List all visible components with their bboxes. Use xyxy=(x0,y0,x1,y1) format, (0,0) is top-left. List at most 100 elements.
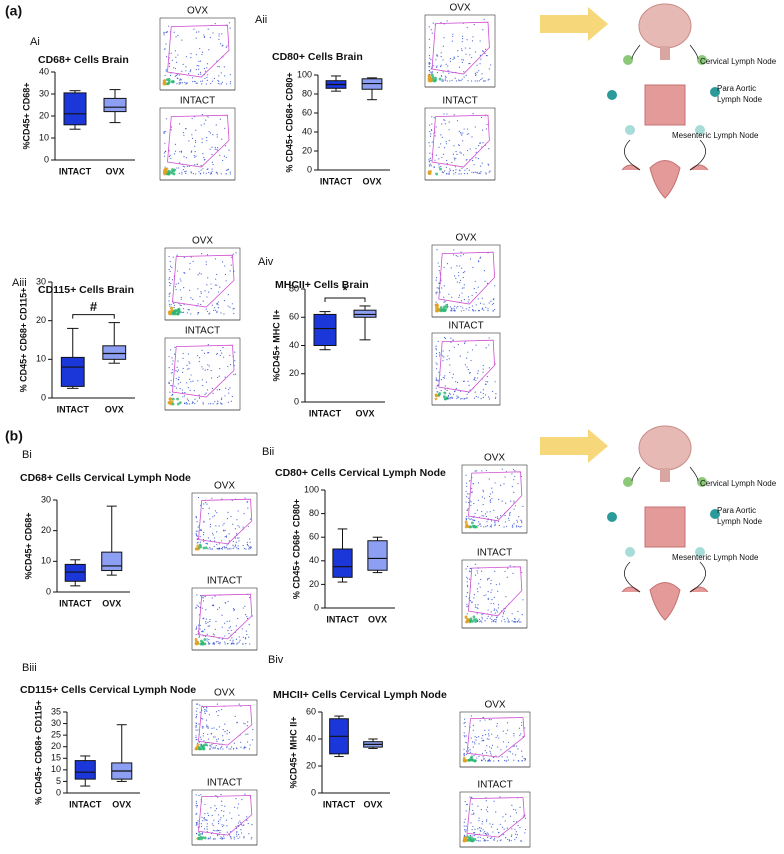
flow-event xyxy=(171,266,173,269)
flow-event xyxy=(494,308,496,311)
flow-event xyxy=(226,518,229,520)
flow-event xyxy=(461,287,463,289)
flow-event xyxy=(472,483,474,485)
figure-label: (b) xyxy=(5,428,23,444)
flow-event xyxy=(444,336,446,339)
flow-event xyxy=(438,392,442,395)
flow-event xyxy=(216,389,218,391)
flow-frame xyxy=(191,789,258,846)
flow-event xyxy=(495,619,497,621)
flow-event xyxy=(207,277,209,279)
flow-event xyxy=(511,485,513,488)
flow-event xyxy=(478,820,480,822)
flow-event xyxy=(214,746,216,748)
flow-event xyxy=(184,392,186,394)
flow-event xyxy=(513,500,515,502)
flow-event xyxy=(469,518,471,521)
flow-event xyxy=(180,81,182,83)
flow-event xyxy=(179,381,181,383)
flow-event xyxy=(174,346,176,348)
flow-event xyxy=(216,172,218,174)
flow-event xyxy=(202,596,204,598)
flow-event xyxy=(473,834,475,837)
flow-event xyxy=(190,150,193,152)
flow-event xyxy=(435,66,438,68)
flow-event xyxy=(469,258,472,260)
flow-event xyxy=(488,337,490,339)
flow-event xyxy=(499,484,502,486)
flow-event xyxy=(460,398,462,400)
flow-event xyxy=(201,607,203,609)
flow-event xyxy=(479,720,481,722)
flow-event xyxy=(167,169,171,173)
flow-event xyxy=(193,389,196,392)
flow-event xyxy=(488,759,490,761)
x-tick-label: INTACT xyxy=(320,176,353,186)
flow-plot xyxy=(459,791,531,848)
flow-event xyxy=(171,371,173,374)
flow-event xyxy=(442,71,444,73)
flow-event xyxy=(245,733,247,735)
flow-event xyxy=(435,345,437,347)
flow-event xyxy=(490,501,492,503)
flow-event xyxy=(448,171,450,173)
flow-event xyxy=(183,287,185,289)
y-tick-label: 5 xyxy=(56,776,61,786)
flow-event xyxy=(169,154,171,156)
flow-event xyxy=(482,371,484,373)
flow-event xyxy=(471,813,473,815)
flow-event xyxy=(182,308,185,310)
flow-event xyxy=(450,341,452,343)
flow-event xyxy=(187,403,189,405)
flow-event xyxy=(482,29,484,31)
flow-event xyxy=(233,742,235,744)
flow-event xyxy=(174,143,177,145)
lymph-node xyxy=(623,477,633,487)
flow-event xyxy=(212,838,215,840)
flow-event xyxy=(482,734,484,737)
flow-event xyxy=(432,65,434,67)
flow-event xyxy=(169,292,171,294)
flow-event xyxy=(202,152,204,155)
flow-event xyxy=(484,729,486,732)
flow-event xyxy=(443,296,445,298)
flow-event xyxy=(477,372,479,374)
flow-event xyxy=(429,47,431,49)
flow-event xyxy=(235,798,237,800)
flow-event xyxy=(515,812,518,814)
flow-event xyxy=(522,815,525,817)
flow-event xyxy=(170,157,172,159)
flow-event xyxy=(217,796,219,798)
flow-gate xyxy=(438,339,495,393)
flow-event xyxy=(438,164,440,166)
flow-event xyxy=(222,524,224,526)
flow-event xyxy=(466,159,468,161)
flow-event xyxy=(513,508,515,510)
flow-event xyxy=(190,53,192,55)
flow-event xyxy=(440,280,442,282)
flow-event xyxy=(248,548,250,550)
flow-event xyxy=(445,166,447,168)
flow-event xyxy=(212,32,214,34)
flow-event xyxy=(441,171,444,173)
flow-event xyxy=(165,70,167,72)
flow-event xyxy=(442,78,444,80)
flow-event xyxy=(465,308,467,310)
flow-event xyxy=(486,745,488,747)
flow-event xyxy=(203,156,205,159)
flow-event xyxy=(195,726,197,728)
flow-event xyxy=(436,71,439,74)
y-tick-label: 20 xyxy=(289,368,299,378)
flow-event xyxy=(491,837,493,839)
x-tick-label: OVX xyxy=(362,176,381,186)
flow-event xyxy=(468,570,470,572)
flow-event xyxy=(471,56,473,59)
flow-event xyxy=(435,301,437,303)
flow-event xyxy=(220,793,222,796)
flow-event xyxy=(169,260,171,263)
flow-event xyxy=(198,397,201,399)
flow-event xyxy=(240,822,242,824)
flow-event xyxy=(186,312,188,314)
flow-event xyxy=(430,159,432,162)
flow-event xyxy=(446,113,448,115)
